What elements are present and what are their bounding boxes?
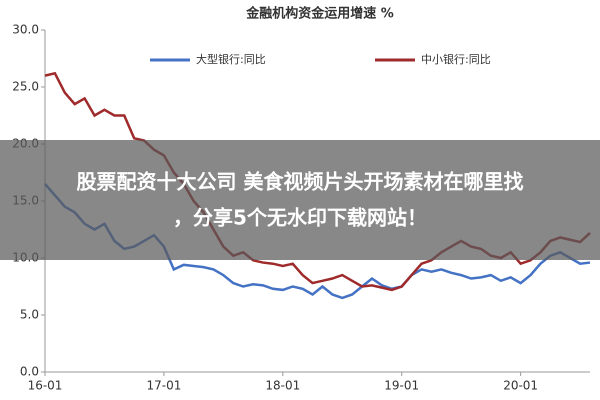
x-tick-label: 17-01	[146, 379, 181, 393]
y-tick-label: 5.0	[20, 308, 39, 322]
x-tick-label: 20-01	[503, 379, 538, 393]
overlay-text: 股票配资十大公司 美食视频片头开场素材在哪里找	[77, 170, 524, 194]
chart-title: 金融机构资金运用增速 %	[245, 6, 394, 22]
y-tick-label: 25.0	[12, 80, 39, 94]
y-tick-label: 30.0	[12, 23, 39, 37]
y-tick-label: 0.0	[20, 365, 39, 379]
x-tick-label: 16-01	[28, 379, 63, 393]
overlay-banner	[0, 140, 600, 260]
x-tick-label: 18-01	[265, 379, 300, 393]
legend-label: 中小银行:同比	[421, 52, 491, 66]
overlay-text: ，分享5个无水印下载网站！	[173, 206, 427, 230]
x-tick-label: 19-01	[384, 379, 419, 393]
legend-label: 大型银行:同比	[196, 52, 266, 66]
